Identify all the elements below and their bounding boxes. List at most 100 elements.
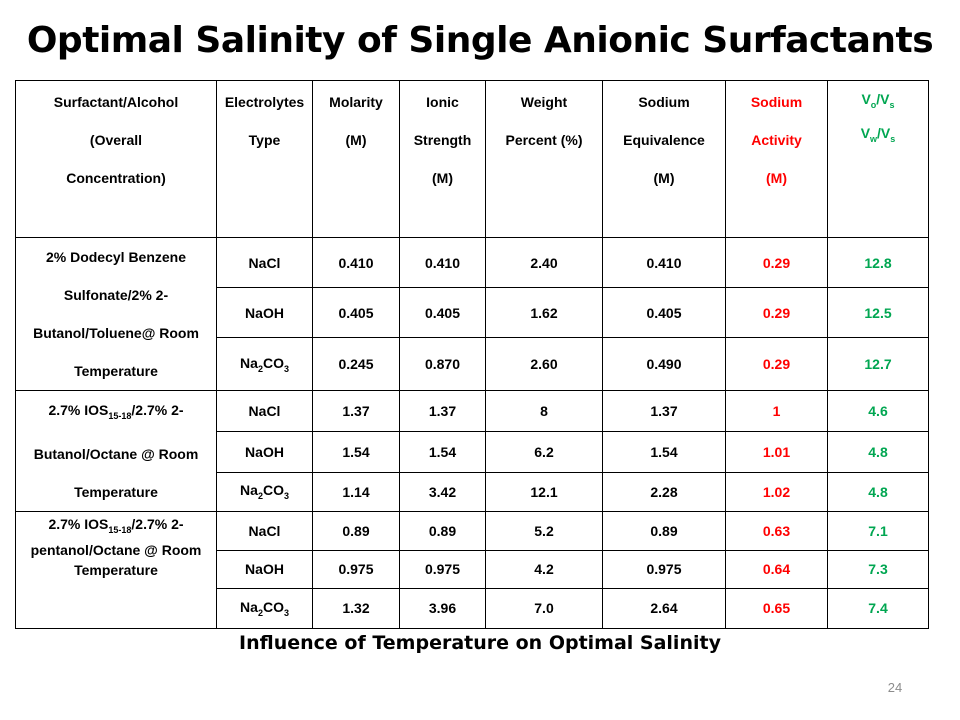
table-body: 2% Dodecyl Benzene Sulfonate/2% 2-Butano…	[15, 236, 929, 629]
header-line: Ionic	[426, 94, 459, 110]
ratio-vo-vs: Vo/Vs	[861, 89, 894, 115]
ratio-sub: o	[870, 99, 877, 110]
electrolyte-text: CO	[262, 598, 284, 615]
header-line: (M)	[766, 170, 787, 186]
ionic-cell: 1.37	[399, 390, 486, 432]
ratio-sub: s	[889, 99, 895, 110]
weight-cell: 8	[485, 390, 603, 432]
electrolyte-cell: NaCl	[216, 390, 313, 432]
header-line: (Overall	[89, 132, 143, 148]
ratio-cell: 7.4	[827, 587, 929, 629]
electrolyte-text: NaOH	[245, 561, 284, 578]
weight-cell: 1.62	[485, 287, 603, 339]
table-row: 2.7% IOS15-18/2.7% 2-pentanol/Octane @ R…	[15, 510, 929, 629]
ratio-text: V	[861, 91, 871, 107]
header-row: Surfactant/Alcohol (Overall Concentratio…	[15, 80, 929, 238]
electrolyte-sub: 3	[283, 607, 289, 618]
header-line: (M)	[345, 132, 367, 148]
header-ionic-strength: Ionic Strength (M)	[399, 80, 486, 238]
header-line: (M)	[432, 170, 453, 186]
sodium-eq-cell: 0.490	[602, 337, 726, 391]
sodium-eq-cell: 0.405	[602, 287, 726, 339]
ratio-text: V	[860, 124, 871, 141]
page-number: 24	[887, 680, 903, 695]
system-text: 2.7% IOS	[48, 402, 109, 418]
header-line: Activity	[751, 132, 802, 148]
activity-cell: 0.63	[725, 510, 828, 551]
ionic-cell: 0.405	[399, 287, 486, 339]
molarity-cell: 1.32	[312, 587, 400, 629]
header-line: Sodium	[638, 94, 690, 110]
ionic-cell: 3.96	[399, 587, 486, 629]
ratio-cell: 12.8	[827, 236, 929, 289]
header-weight-percent: Weight Percent (%)	[485, 80, 603, 238]
ratio-cell: 12.5	[827, 287, 929, 339]
electrolyte-sub: 2	[257, 491, 263, 502]
system-text: /2.7% 2-pentanol/Octane @ Room Temperatu…	[30, 515, 202, 578]
activity-cell: 0.29	[725, 337, 828, 391]
system-text: 2% Dodecyl Benzene Sulfonate/2% 2-Butano…	[33, 249, 199, 379]
activity-cell: 0.29	[725, 236, 828, 289]
electrolyte-sub: 2	[257, 363, 263, 374]
molarity-cell: 0.245	[312, 337, 400, 391]
header-line: Percent (%)	[505, 132, 583, 148]
activity-cell: 0.64	[725, 549, 828, 589]
electrolyte-sub: 3	[283, 363, 289, 374]
electrolyte-text: Na	[240, 598, 258, 615]
electrolyte-text: NaOH	[245, 443, 284, 460]
table-row: NaOH 0.975 0.975 4.2 0.975 0.64 7.3	[16, 549, 929, 589]
header-sodium-equivalence: Sodium Equivalence (M)	[602, 80, 726, 238]
system-cell: 2% Dodecyl Benzene Sulfonate/2% 2-Butano…	[15, 237, 217, 391]
electrolyte-cell: NaCl	[216, 236, 313, 289]
table-caption: Influence of Temperature on Optimal Sali…	[239, 632, 721, 654]
electrolyte-cell: Na2CO3	[216, 587, 313, 629]
ratio-cell: 12.7	[827, 337, 929, 391]
ionic-cell: 0.89	[399, 510, 486, 551]
activity-cell: 0.65	[725, 587, 828, 629]
header-molarity: Molarity (M)	[312, 80, 400, 238]
header-surfactant: Surfactant/Alcohol (Overall Concentratio…	[15, 80, 217, 238]
header-line: (M)	[653, 170, 675, 186]
molarity-cell: 0.405	[312, 287, 400, 339]
table-row: 2.7% IOS15-18/2.7% 2-Butanol/Octane @ Ro…	[15, 390, 929, 512]
sodium-eq-cell: 2.28	[602, 471, 726, 512]
activity-cell: 1.02	[725, 471, 828, 512]
ratio-cell: 4.8	[827, 430, 929, 473]
header-line: Type	[248, 132, 281, 148]
table-row: Na2CO3 1.32 3.96 7.0 2.64 0.65 7.4	[16, 587, 929, 629]
system-cell: 2.7% IOS15-18/2.7% 2-pentanol/Octane @ R…	[15, 510, 217, 629]
ratio-text: /V	[877, 124, 891, 141]
molarity-cell: 0.410	[312, 236, 400, 289]
weight-cell: 7.0	[485, 587, 603, 629]
electrolyte-cell: NaOH	[216, 430, 313, 473]
system-sub: 15-18	[108, 410, 132, 421]
system-cell: 2.7% IOS15-18/2.7% 2-Butanol/Octane @ Ro…	[15, 390, 217, 512]
system-text: 2.7% IOS	[48, 515, 109, 532]
electrolyte-text: CO	[262, 482, 284, 499]
sodium-eq-cell: 1.54	[602, 430, 726, 473]
electrolyte-text: CO	[262, 354, 284, 371]
weight-cell: 5.2	[485, 510, 603, 551]
table-row: 2% Dodecyl Benzene Sulfonate/2% 2-Butano…	[15, 236, 929, 391]
ratio-cell: 4.8	[827, 471, 929, 512]
electrolyte-cell: NaOH	[216, 287, 313, 339]
ratio-text: /V	[876, 91, 890, 107]
ratio-block: Vo/Vs Vw/Vs	[830, 83, 926, 149]
ionic-cell: 1.54	[399, 430, 486, 473]
electrolyte-text: NaCl	[248, 254, 281, 271]
header-line: Surfactant/Alcohol	[53, 94, 179, 110]
sodium-eq-cell: 0.89	[602, 510, 726, 551]
molarity-cell: 1.37	[312, 390, 400, 432]
weight-cell: 4.2	[485, 549, 603, 589]
ionic-cell: 0.410	[399, 236, 486, 289]
system-text: /2.7% 2-Butanol/Octane @ Room Temperatur…	[33, 402, 199, 500]
header-line: Electrolytes	[224, 94, 305, 110]
sodium-eq-cell: 0.975	[602, 549, 726, 589]
sodium-eq-cell: 1.37	[602, 390, 726, 432]
table-row: Na2CO3 1.14 3.42 12.1 2.28 1.02 4.8	[16, 471, 929, 512]
slide-title: Optimal Salinity of Single Anionic Surfa…	[26, 20, 934, 61]
electrolyte-text: NaOH	[245, 304, 284, 321]
electrolyte-cell: Na2CO3	[216, 471, 313, 512]
electrolyte-cell: Na2CO3	[216, 337, 313, 391]
header-line: Concentration)	[66, 170, 166, 186]
